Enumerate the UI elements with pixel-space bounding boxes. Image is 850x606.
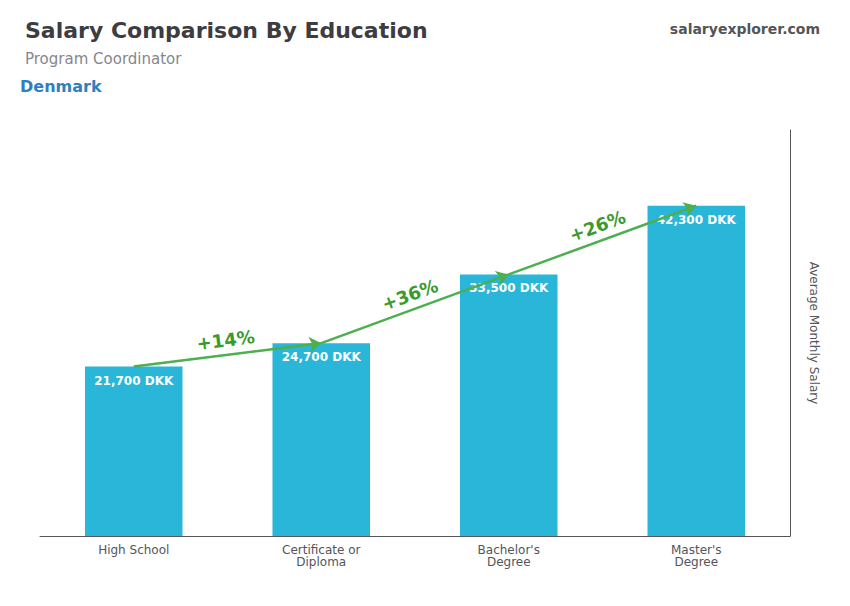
svg-text:+36%: +36% [379, 275, 441, 315]
svg-text:High School: High School [98, 543, 169, 557]
svg-text:Certificate or: Certificate or [282, 543, 361, 557]
svg-text:Program Coordinator: Program Coordinator [25, 50, 182, 68]
svg-text:Average Monthly Salary: Average Monthly Salary [807, 262, 821, 405]
svg-text:21,700 DKK: 21,700 DKK [94, 374, 174, 388]
svg-text:33,500 DKK: 33,500 DKK [469, 281, 549, 296]
svg-text:Degree: Degree [674, 555, 718, 569]
svg-text:Bachelor's: Bachelor's [477, 543, 540, 557]
svg-text:Diploma: Diploma [296, 555, 346, 569]
svg-text:Degree: Degree [487, 555, 531, 569]
svg-text:42,300 DKK: 42,300 DKK [656, 212, 736, 227]
svg-text:Salary Comparison By Education: Salary Comparison By Education [25, 18, 428, 43]
svg-text:24,700 DKK: 24,700 DKK [282, 350, 362, 364]
svg-text:+14%: +14% [195, 326, 255, 354]
svg-text:+26%: +26% [566, 206, 628, 246]
svg-text:Denmark: Denmark [20, 77, 102, 96]
svg-text:Master's: Master's [671, 543, 722, 557]
svg-text:salaryexplorer.com: salaryexplorer.com [670, 21, 820, 37]
